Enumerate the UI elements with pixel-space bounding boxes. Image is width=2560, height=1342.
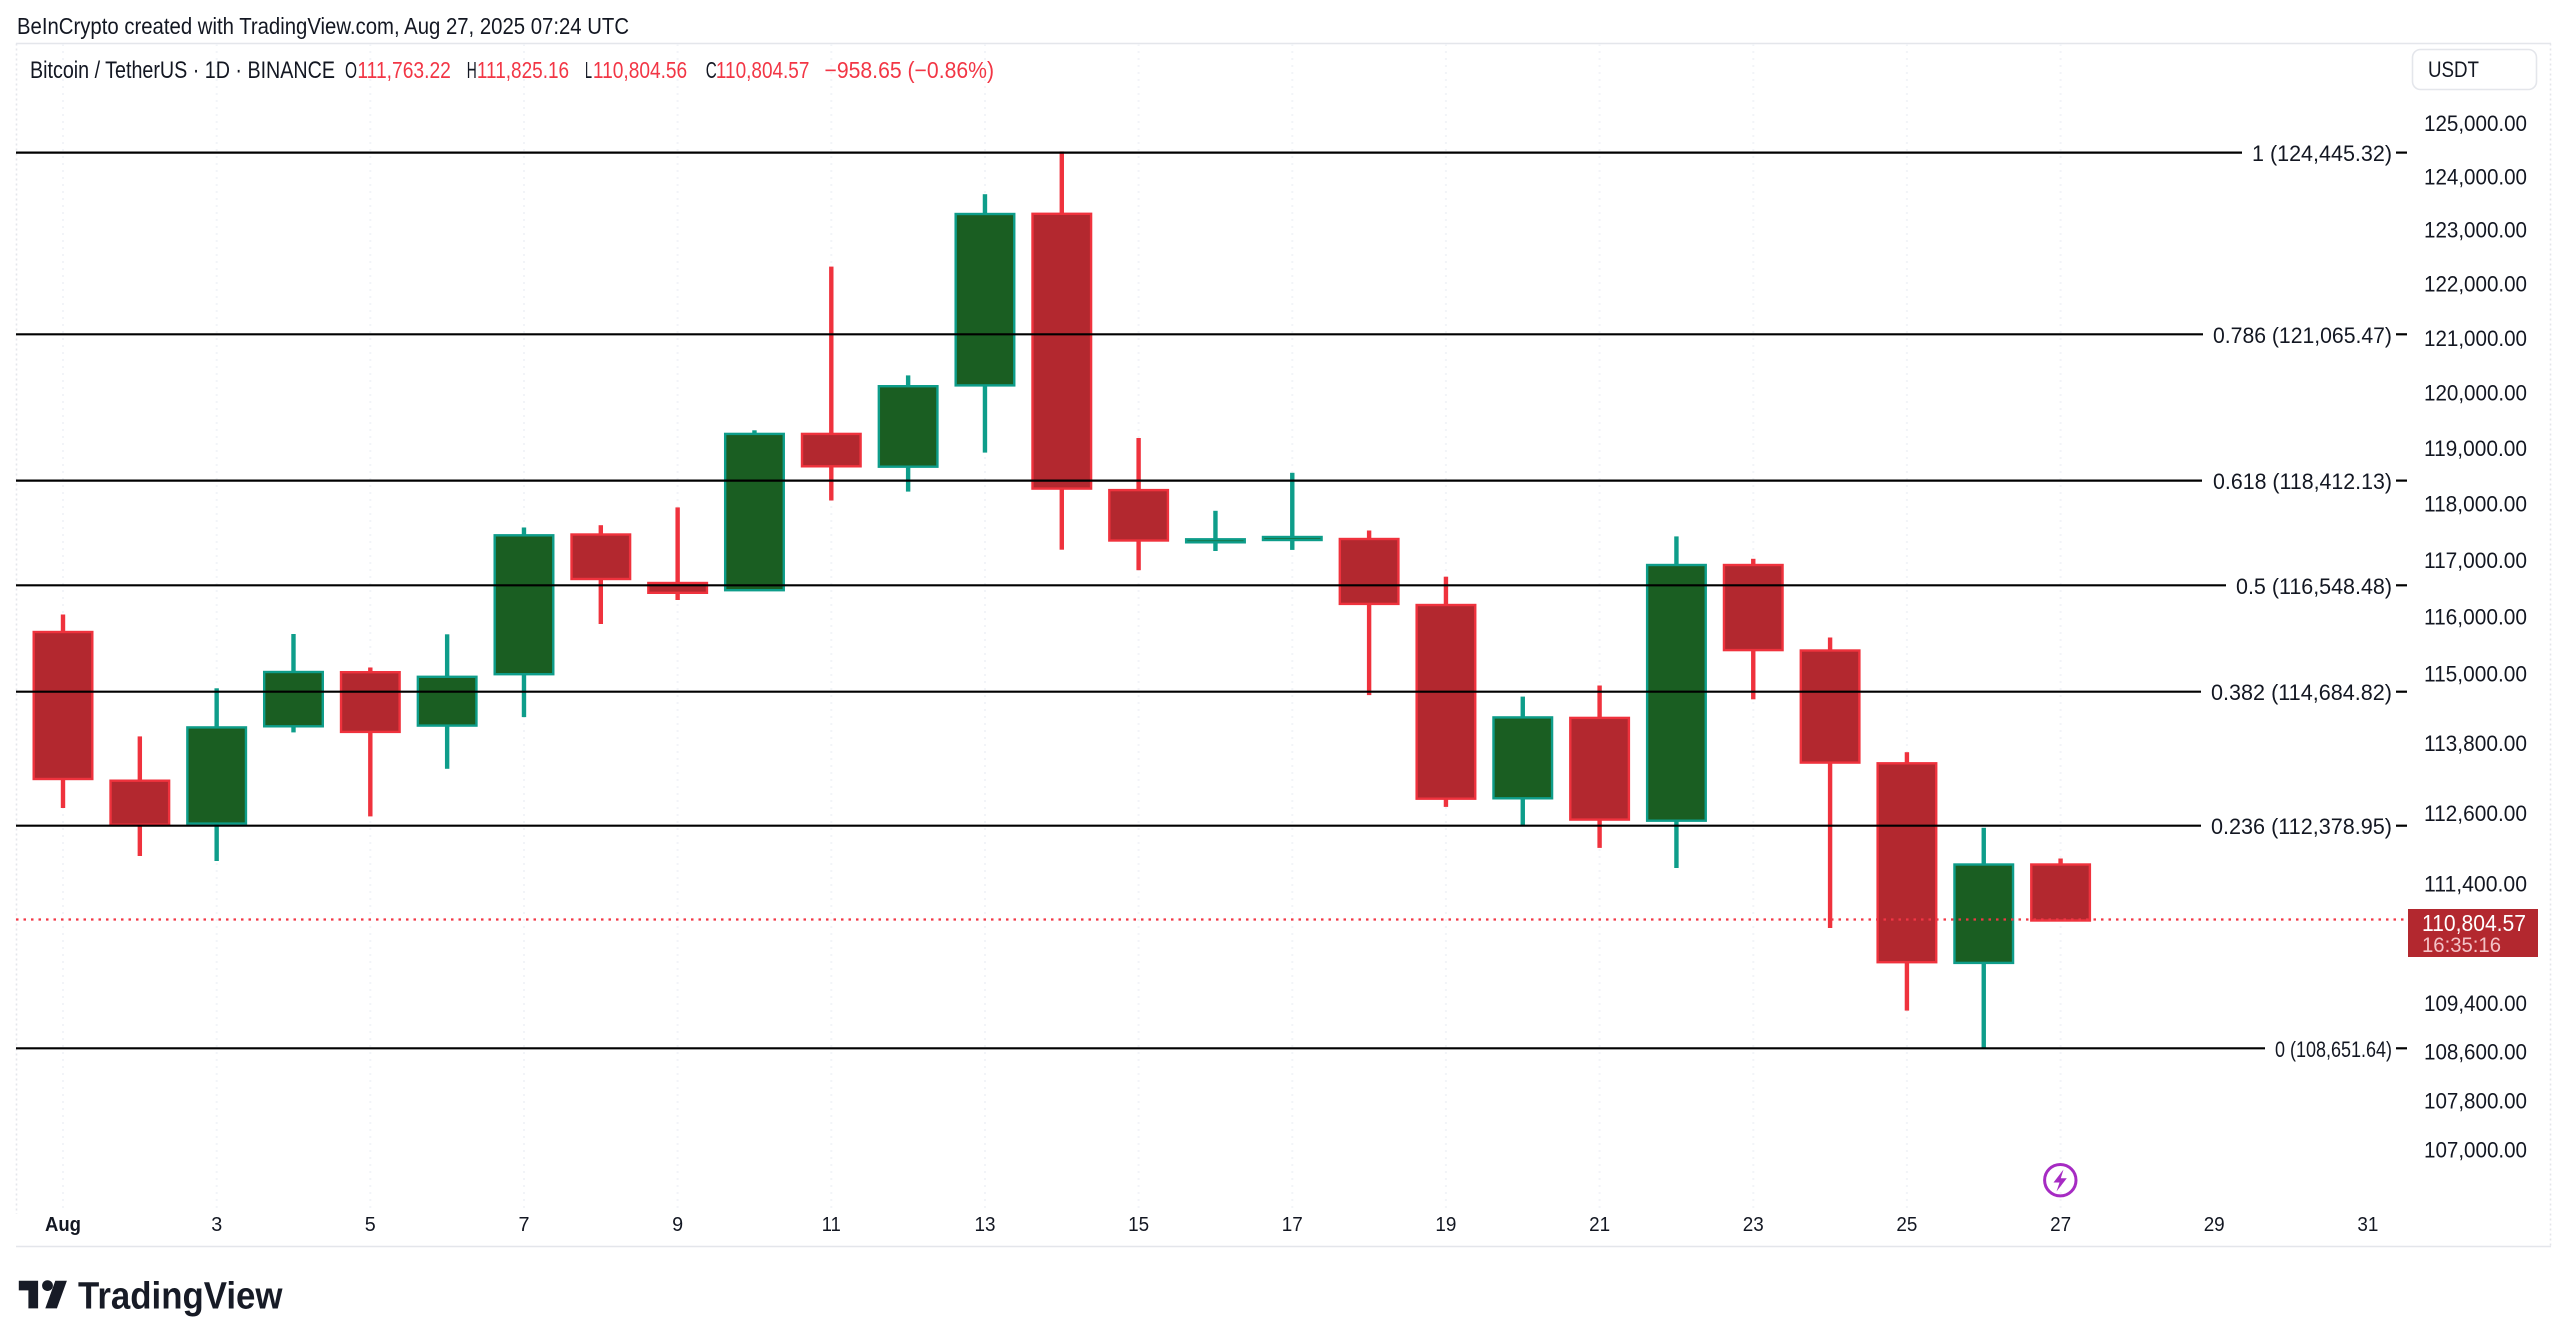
svg-text:112,600.00: 112,600.00	[2424, 801, 2527, 826]
svg-text:16:35:16: 16:35:16	[2422, 934, 2501, 957]
svg-text:17: 17	[1282, 1214, 1303, 1236]
svg-text:BeInCrypto created with Tradin: BeInCrypto created with TradingView.com,…	[17, 13, 629, 39]
svg-text:0.786 (121,065.47): 0.786 (121,065.47)	[2213, 323, 2392, 348]
svg-text:111,825.16: 111,825.16	[477, 57, 569, 83]
svg-text:116,000.00: 116,000.00	[2424, 604, 2527, 629]
svg-text:109,400.00: 109,400.00	[2424, 991, 2527, 1016]
svg-text:O: O	[345, 57, 357, 83]
svg-text:111,763.22: 111,763.22	[357, 57, 451, 83]
svg-text:25: 25	[1896, 1214, 1917, 1236]
svg-text:0.236 (112,378.95): 0.236 (112,378.95)	[2211, 814, 2392, 839]
svg-text:110,804.57: 110,804.57	[716, 57, 810, 83]
svg-text:9: 9	[672, 1214, 683, 1236]
svg-text:19: 19	[1435, 1214, 1456, 1236]
svg-text:124,000.00: 124,000.00	[2424, 164, 2527, 189]
svg-text:3: 3	[211, 1214, 222, 1236]
svg-text:107,000.00: 107,000.00	[2424, 1137, 2527, 1162]
svg-text:107,800.00: 107,800.00	[2424, 1088, 2527, 1113]
svg-text:USDT: USDT	[2428, 57, 2479, 82]
svg-text:−958.65 (−0.86%): −958.65 (−0.86%)	[825, 57, 995, 83]
svg-text:C: C	[706, 57, 717, 83]
svg-text:113,800.00: 113,800.00	[2424, 731, 2527, 756]
svg-text:Bitcoin / TetherUS · 1D · BINA: Bitcoin / TetherUS · 1D · BINANCE	[30, 57, 335, 84]
svg-text:122,000.00: 122,000.00	[2424, 272, 2527, 297]
svg-text:0.618 (118,412.13): 0.618 (118,412.13)	[2213, 469, 2392, 494]
svg-text:13: 13	[975, 1214, 996, 1236]
svg-text:110,804.56: 110,804.56	[593, 57, 687, 83]
svg-text:0 (108,651.64): 0 (108,651.64)	[2275, 1037, 2392, 1062]
svg-text:110,804.57: 110,804.57	[2422, 910, 2526, 936]
svg-text:111,400.00: 111,400.00	[2424, 871, 2527, 896]
svg-text:29: 29	[2204, 1214, 2225, 1236]
svg-text:125,000.00: 125,000.00	[2424, 111, 2527, 136]
svg-text:7: 7	[519, 1214, 530, 1236]
svg-text:121,000.00: 121,000.00	[2424, 326, 2527, 351]
svg-text:H: H	[467, 57, 477, 83]
svg-text:L: L	[585, 57, 592, 83]
svg-text:123,000.00: 123,000.00	[2424, 218, 2527, 243]
svg-text:Aug: Aug	[45, 1214, 81, 1236]
svg-text:108,600.00: 108,600.00	[2424, 1039, 2527, 1064]
svg-text:31: 31	[2357, 1214, 2378, 1236]
svg-text:27: 27	[2050, 1214, 2071, 1236]
svg-text:0.5 (116,548.48): 0.5 (116,548.48)	[2236, 574, 2392, 599]
svg-text:117,000.00: 117,000.00	[2424, 548, 2527, 573]
svg-text:1 (124,445.32): 1 (124,445.32)	[2252, 141, 2392, 166]
svg-text:15: 15	[1128, 1214, 1149, 1236]
svg-text:23: 23	[1743, 1214, 1764, 1236]
svg-text:TradingView: TradingView	[78, 1276, 283, 1318]
svg-text:120,000.00: 120,000.00	[2424, 381, 2527, 406]
svg-text:118,000.00: 118,000.00	[2424, 492, 2527, 517]
svg-text:0.382 (114,684.82): 0.382 (114,684.82)	[2211, 680, 2392, 705]
svg-text:5: 5	[365, 1214, 376, 1236]
svg-text:115,000.00: 115,000.00	[2424, 662, 2527, 687]
svg-text:119,000.00: 119,000.00	[2424, 436, 2527, 461]
svg-text:21: 21	[1589, 1214, 1610, 1236]
svg-text:11: 11	[822, 1214, 841, 1236]
